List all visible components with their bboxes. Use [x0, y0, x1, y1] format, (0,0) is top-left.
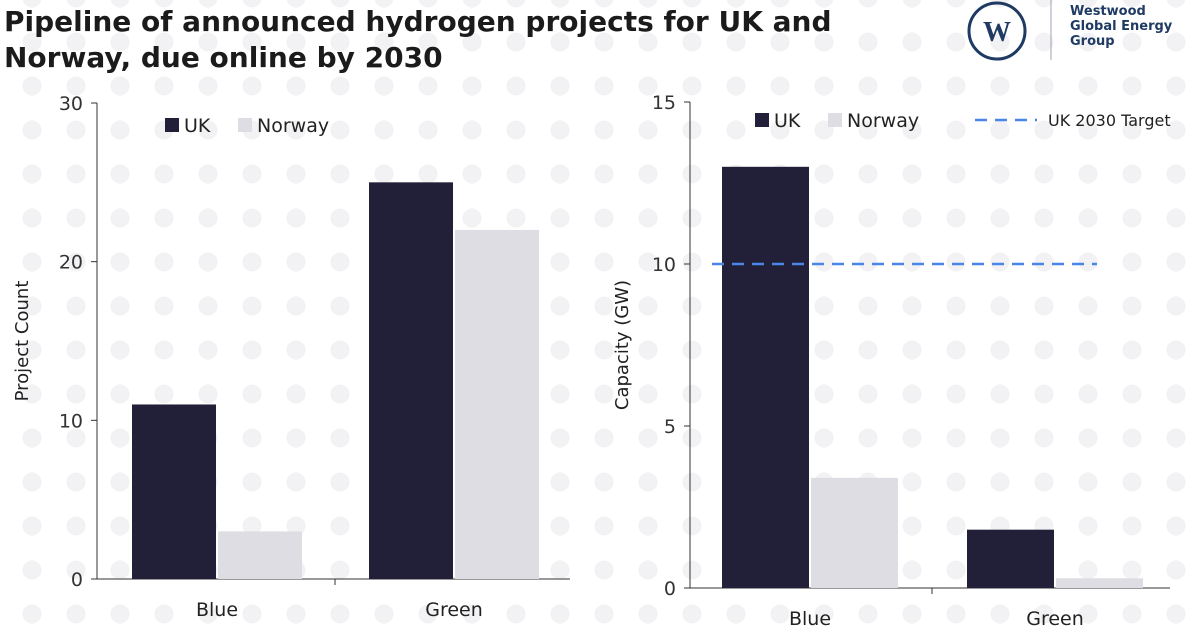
legend-label: UK [184, 115, 211, 137]
logo-mark: W [983, 17, 1011, 48]
x-tick-label: Green [1026, 608, 1084, 630]
x-tick-label: Blue [196, 599, 238, 621]
logo-line: Westwood [1070, 4, 1146, 19]
y-tick-label: 20 [59, 252, 83, 274]
y-tick-label: 15 [652, 92, 676, 114]
legend-swatch [755, 113, 769, 127]
y-tick-label: 0 [71, 569, 83, 591]
bar-uk-green [369, 182, 453, 580]
y-tick-label: 30 [59, 93, 83, 115]
legend-swatch [828, 113, 842, 127]
y-axis-label: Project Count [12, 281, 33, 402]
chart-title: Pipeline of announced hydrogen projects … [4, 5, 832, 74]
bar-uk-blue [132, 404, 216, 579]
bar-uk-blue [722, 166, 809, 589]
legend-label: UK [774, 110, 801, 132]
x-tick-label: Green [425, 599, 483, 621]
logo-circle-icon [967, 1, 1027, 61]
bar-norway-green [455, 229, 539, 579]
x-tick-label: Blue [789, 608, 831, 630]
legend-label: Norway [257, 115, 329, 137]
y-tick-label: 10 [59, 410, 83, 432]
y-tick-label: 10 [652, 254, 676, 276]
legend-label: Norway [847, 110, 919, 132]
logo-text: Westwood Global Energy Group [1070, 4, 1172, 49]
bar-norway-green [1056, 578, 1143, 588]
bar-norway-blue [218, 531, 302, 579]
logo-line: Global Energy [1070, 19, 1173, 34]
y-axis-label: Capacity (GW) [612, 280, 633, 410]
bar-uk-green [967, 529, 1054, 588]
y-tick-label: 0 [664, 578, 676, 600]
logo-line: Group [1070, 34, 1115, 49]
legend-swatch [238, 118, 252, 132]
y-tick-label: 5 [664, 416, 676, 438]
legend-swatch [165, 118, 179, 132]
bar-norway-blue [811, 477, 898, 588]
legend-label: UK 2030 Target [1048, 111, 1171, 130]
